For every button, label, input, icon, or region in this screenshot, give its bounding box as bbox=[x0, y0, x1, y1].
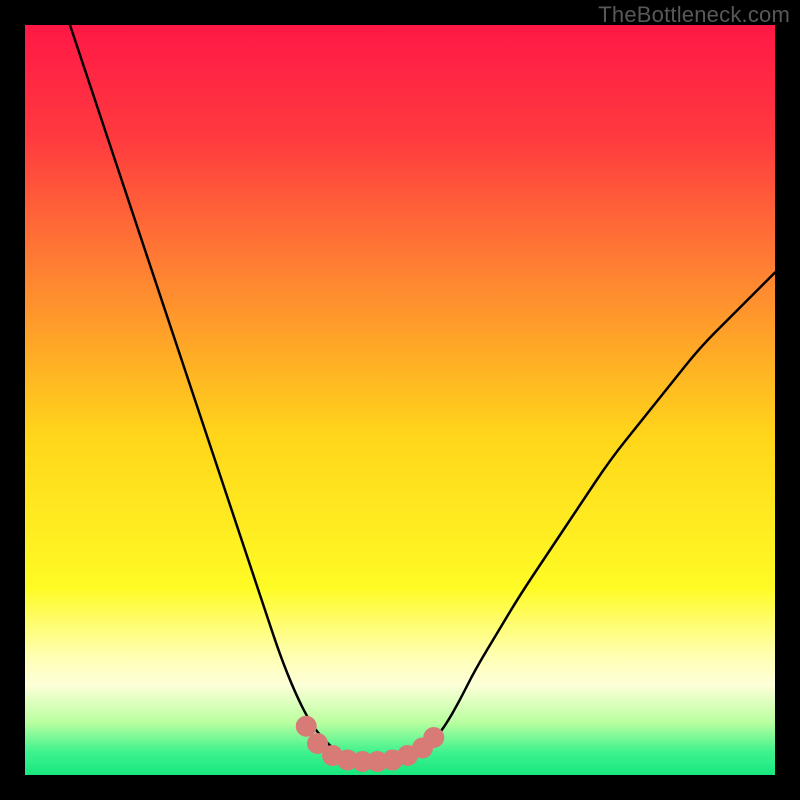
trough-marker bbox=[424, 728, 444, 748]
chart-stage: TheBottleneck.com bbox=[0, 0, 800, 800]
watermark-text: TheBottleneck.com bbox=[598, 2, 790, 28]
trough-marker bbox=[296, 716, 316, 736]
bottleneck-chart bbox=[0, 0, 800, 800]
gradient-panel bbox=[25, 25, 775, 775]
